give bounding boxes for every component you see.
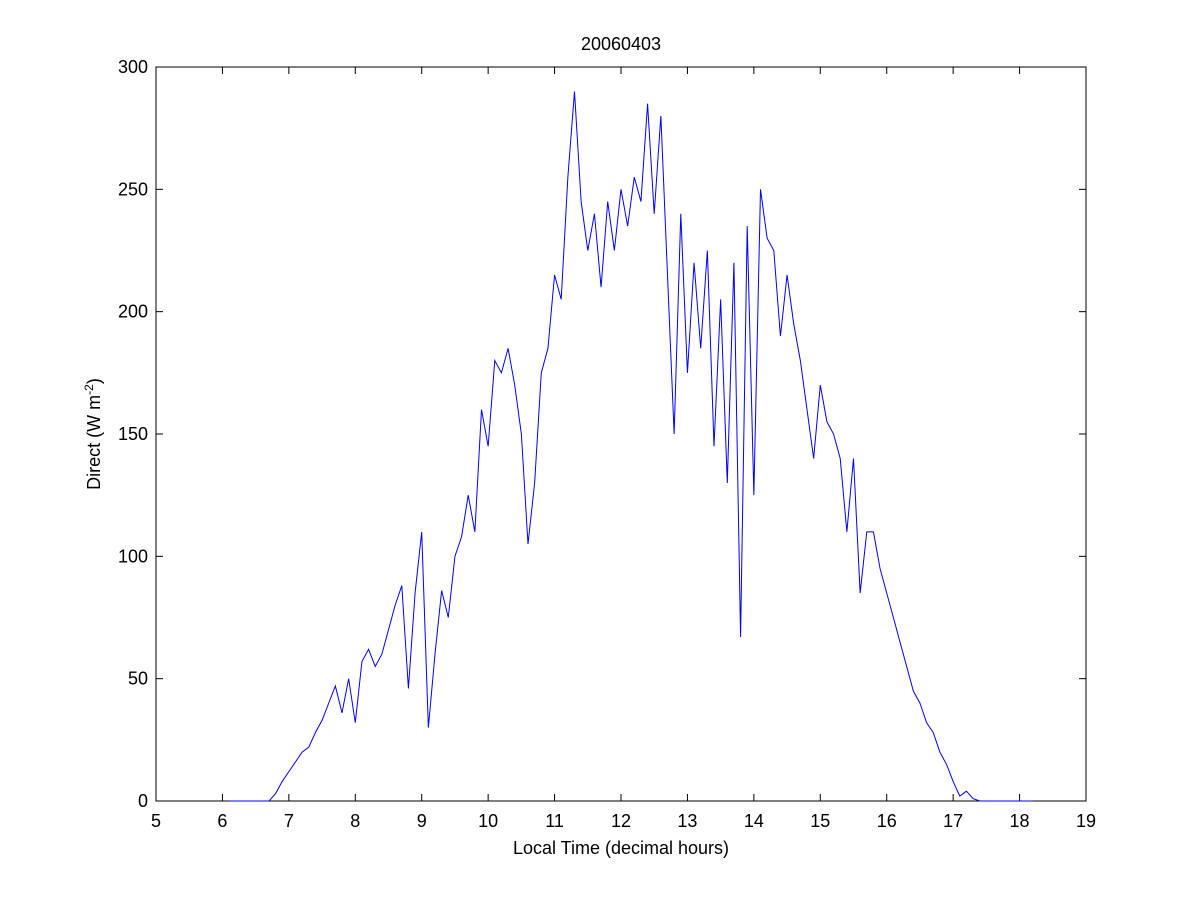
x-tick-label: 11: [545, 811, 564, 831]
y-tick-label: 50: [128, 669, 148, 689]
x-tick-label: 10: [478, 811, 498, 831]
data-line: [229, 91, 1033, 802]
x-tick-label: 18: [1010, 811, 1030, 831]
y-label-text: Direct (W m: [84, 395, 104, 490]
y-tick-label: 100: [118, 546, 148, 566]
y-label-sup: -2: [82, 384, 96, 395]
x-tick-label: 14: [744, 811, 764, 831]
x-tick-label: 8: [350, 811, 360, 831]
y-tick-label: 0: [138, 791, 148, 811]
y-tick-label: 200: [118, 302, 148, 322]
y-label-end: ): [84, 378, 104, 384]
x-tick-label: 9: [417, 811, 427, 831]
y-tick-label: 250: [118, 179, 148, 199]
x-axis-label: Local Time (decimal hours): [513, 838, 729, 858]
x-tick-label: 6: [217, 811, 227, 831]
x-tick-label: 16: [877, 811, 897, 831]
x-tick-label: 17: [943, 811, 963, 831]
x-tick-label: 19: [1076, 811, 1096, 831]
y-tick-label: 300: [118, 57, 148, 77]
x-tick-label: 12: [611, 811, 631, 831]
x-tick-label: 7: [284, 811, 294, 831]
y-tick-label: 150: [118, 424, 148, 444]
chart-title: 20060403: [581, 34, 661, 54]
x-tick-label: 15: [810, 811, 830, 831]
x-tick-label: 13: [677, 811, 697, 831]
y-axis-label: Direct (W m-2): [82, 378, 104, 490]
plot-frame: [155, 66, 1087, 802]
x-tick-label: 5: [151, 811, 161, 831]
